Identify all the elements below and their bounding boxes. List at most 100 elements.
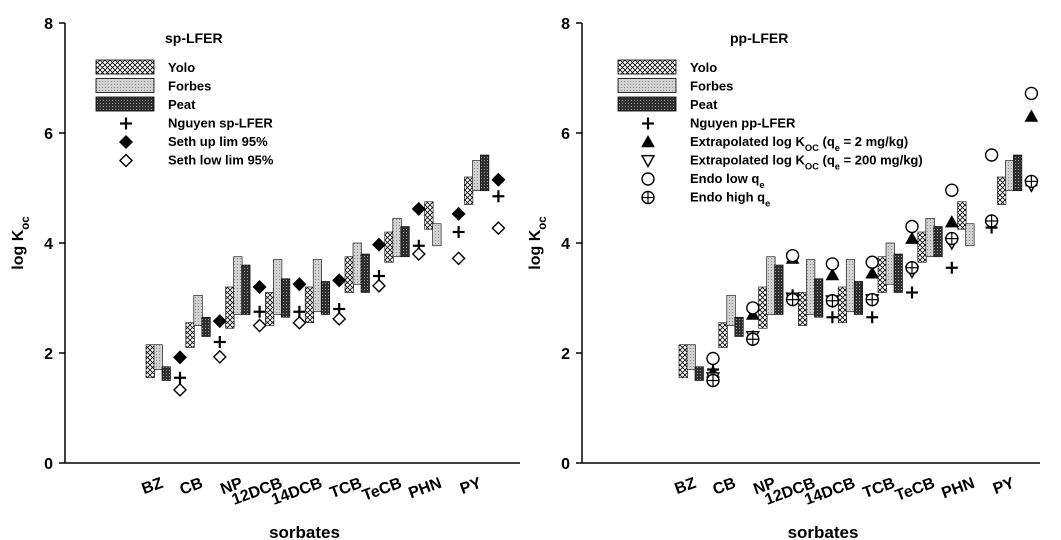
y-tick-label: 4 xyxy=(44,236,53,253)
x-axis-label: sorbates xyxy=(269,523,340,540)
bar-peat-cb xyxy=(735,317,744,336)
point-diamond-open-tcb xyxy=(373,280,385,292)
bar-peat-14dcb xyxy=(854,282,863,315)
y-axis-label: log Koc xyxy=(527,216,549,270)
bar-yolo-cb xyxy=(186,323,195,348)
bar-yolo-tcb xyxy=(878,257,887,293)
legend-swatch-forbes xyxy=(96,79,154,93)
bar-peat-tecb xyxy=(934,227,943,257)
bar-forbes-np xyxy=(767,257,776,315)
legend-label-yolo: Yolo xyxy=(168,60,195,75)
point-diamond-open-py xyxy=(492,222,504,234)
bar-yolo-tecb xyxy=(385,232,394,262)
x-tick-label-tecb: TeCB xyxy=(360,475,404,505)
bar-forbes-tecb xyxy=(926,218,935,257)
bar-forbes-tecb xyxy=(393,218,402,257)
point-diamond-filled-14dcb xyxy=(333,274,345,286)
legend-label-yolo: Yolo xyxy=(690,60,717,75)
y-tick-label: 6 xyxy=(44,126,53,143)
legend: Yolo Forbes Peat Nguyen pp-LFER Extrapolated… xyxy=(618,60,923,209)
y-tick-label: 8 xyxy=(561,16,570,33)
bar-peat-bz xyxy=(162,367,171,381)
point-circle-open-bz xyxy=(707,353,719,365)
point-triangle-filled-tcb xyxy=(906,233,918,244)
bar-peat-py xyxy=(480,155,489,191)
legend-marker-diamond-open xyxy=(120,155,132,167)
chart-title: pp-LFER xyxy=(730,30,788,46)
legend-label-circle-plus-4: Endo high qe xyxy=(690,190,770,209)
point-circle-plus-12dcb xyxy=(826,295,838,307)
x-tick-label-tcb: TCB xyxy=(328,475,365,502)
point-diamond-filled-bz xyxy=(174,351,186,363)
bar-forbes-py xyxy=(1005,161,1014,191)
bar-forbes-np xyxy=(234,257,243,315)
bar-yolo-14dcb xyxy=(838,287,847,323)
legend-label-peat: Peat xyxy=(690,97,718,112)
point-plus-cb xyxy=(214,336,226,348)
bar-peat-cb xyxy=(202,317,211,336)
point-plus-tcb xyxy=(906,287,918,299)
legend: Yolo Forbes Peat Nguyen sp-LFER Seth up lim … xyxy=(96,60,274,168)
x-tick-label-cb: CB xyxy=(178,475,206,499)
legend-label-diamond-filled-1: Seth up lim 95% xyxy=(168,134,268,149)
y-tick-label: 0 xyxy=(561,456,570,473)
x-tick-label-bz: BZ xyxy=(140,475,166,498)
point-circle-open-14dcb xyxy=(866,256,878,268)
y-tick-label: 2 xyxy=(561,346,570,363)
point-diamond-filled-cb xyxy=(214,315,226,327)
legend-label-peat: Peat xyxy=(168,97,196,112)
point-diamond-open-bz xyxy=(174,384,186,396)
point-diamond-filled-tcb xyxy=(373,239,385,251)
legend-label-triangle-filled-1: Extrapolated log KOC (qe = 2 mg/kg) xyxy=(690,134,908,153)
bar-peat-bz xyxy=(695,367,704,381)
x-tick-label-tcb: TCB xyxy=(861,475,898,502)
bar-forbes-cb xyxy=(194,295,203,325)
point-circle-open-py xyxy=(1025,87,1037,99)
bar-forbes-cb xyxy=(727,295,736,325)
x-tick-label-tecb: TeCB xyxy=(893,475,937,505)
bar-yolo-12dcb xyxy=(798,293,807,326)
bar-forbes-12dcb xyxy=(273,260,282,315)
bar-yolo-12dcb xyxy=(265,293,274,326)
legend-swatch-yolo xyxy=(618,60,676,74)
bar-peat-tcb xyxy=(894,254,903,293)
point-diamond-open-cb xyxy=(214,351,226,363)
point-circle-open-12dcb xyxy=(826,258,838,270)
bar-peat-py xyxy=(1013,155,1022,191)
legend-marker-triangle-filled xyxy=(642,136,654,147)
bar-yolo-14dcb xyxy=(305,287,314,323)
point-diamond-filled-py xyxy=(492,174,504,186)
legend-swatch-forbes xyxy=(618,79,676,93)
point-diamond-filled-np xyxy=(254,281,266,293)
point-diamond-filled-12dcb xyxy=(293,278,305,290)
bar-yolo-np xyxy=(759,287,768,328)
point-circle-open-np xyxy=(787,250,799,262)
legend-label-plus-0: Nguyen sp-LFER xyxy=(168,116,273,131)
point-plus-tecb xyxy=(946,262,958,274)
point-diamond-open-tecb xyxy=(413,248,425,260)
legend-label-circle-open-3: Endo low qe xyxy=(690,171,765,190)
legend-swatch-peat xyxy=(96,97,154,111)
bar-forbes-phn xyxy=(966,224,975,246)
bar-forbes-12dcb xyxy=(806,260,815,315)
legend-marker-diamond-filled xyxy=(120,136,132,148)
legend-label-forbes: Forbes xyxy=(690,79,733,94)
x-axis-label: sorbates xyxy=(788,523,859,540)
point-circle-open-phn xyxy=(986,149,998,161)
legend-swatch-yolo xyxy=(96,60,154,74)
bar-forbes-bz xyxy=(687,345,696,370)
point-circle-plus-np xyxy=(787,294,799,306)
point-plus-bz xyxy=(174,372,186,384)
point-triangle-filled-py xyxy=(1025,111,1037,122)
point-triangle-filled-tecb xyxy=(946,216,958,227)
legend-marker-plus xyxy=(120,118,132,130)
bar-forbes-tcb xyxy=(353,243,362,284)
bar-yolo-phn xyxy=(425,202,434,230)
bar-peat-tcb xyxy=(361,254,370,293)
bar-peat-12dcb xyxy=(281,279,290,318)
point-circle-plus-bz xyxy=(707,375,719,387)
bar-peat-np xyxy=(775,265,784,315)
